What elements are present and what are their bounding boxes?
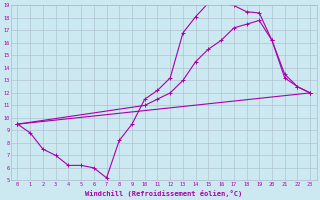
X-axis label: Windchill (Refroidissement éolien,°C): Windchill (Refroidissement éolien,°C): [85, 190, 243, 197]
